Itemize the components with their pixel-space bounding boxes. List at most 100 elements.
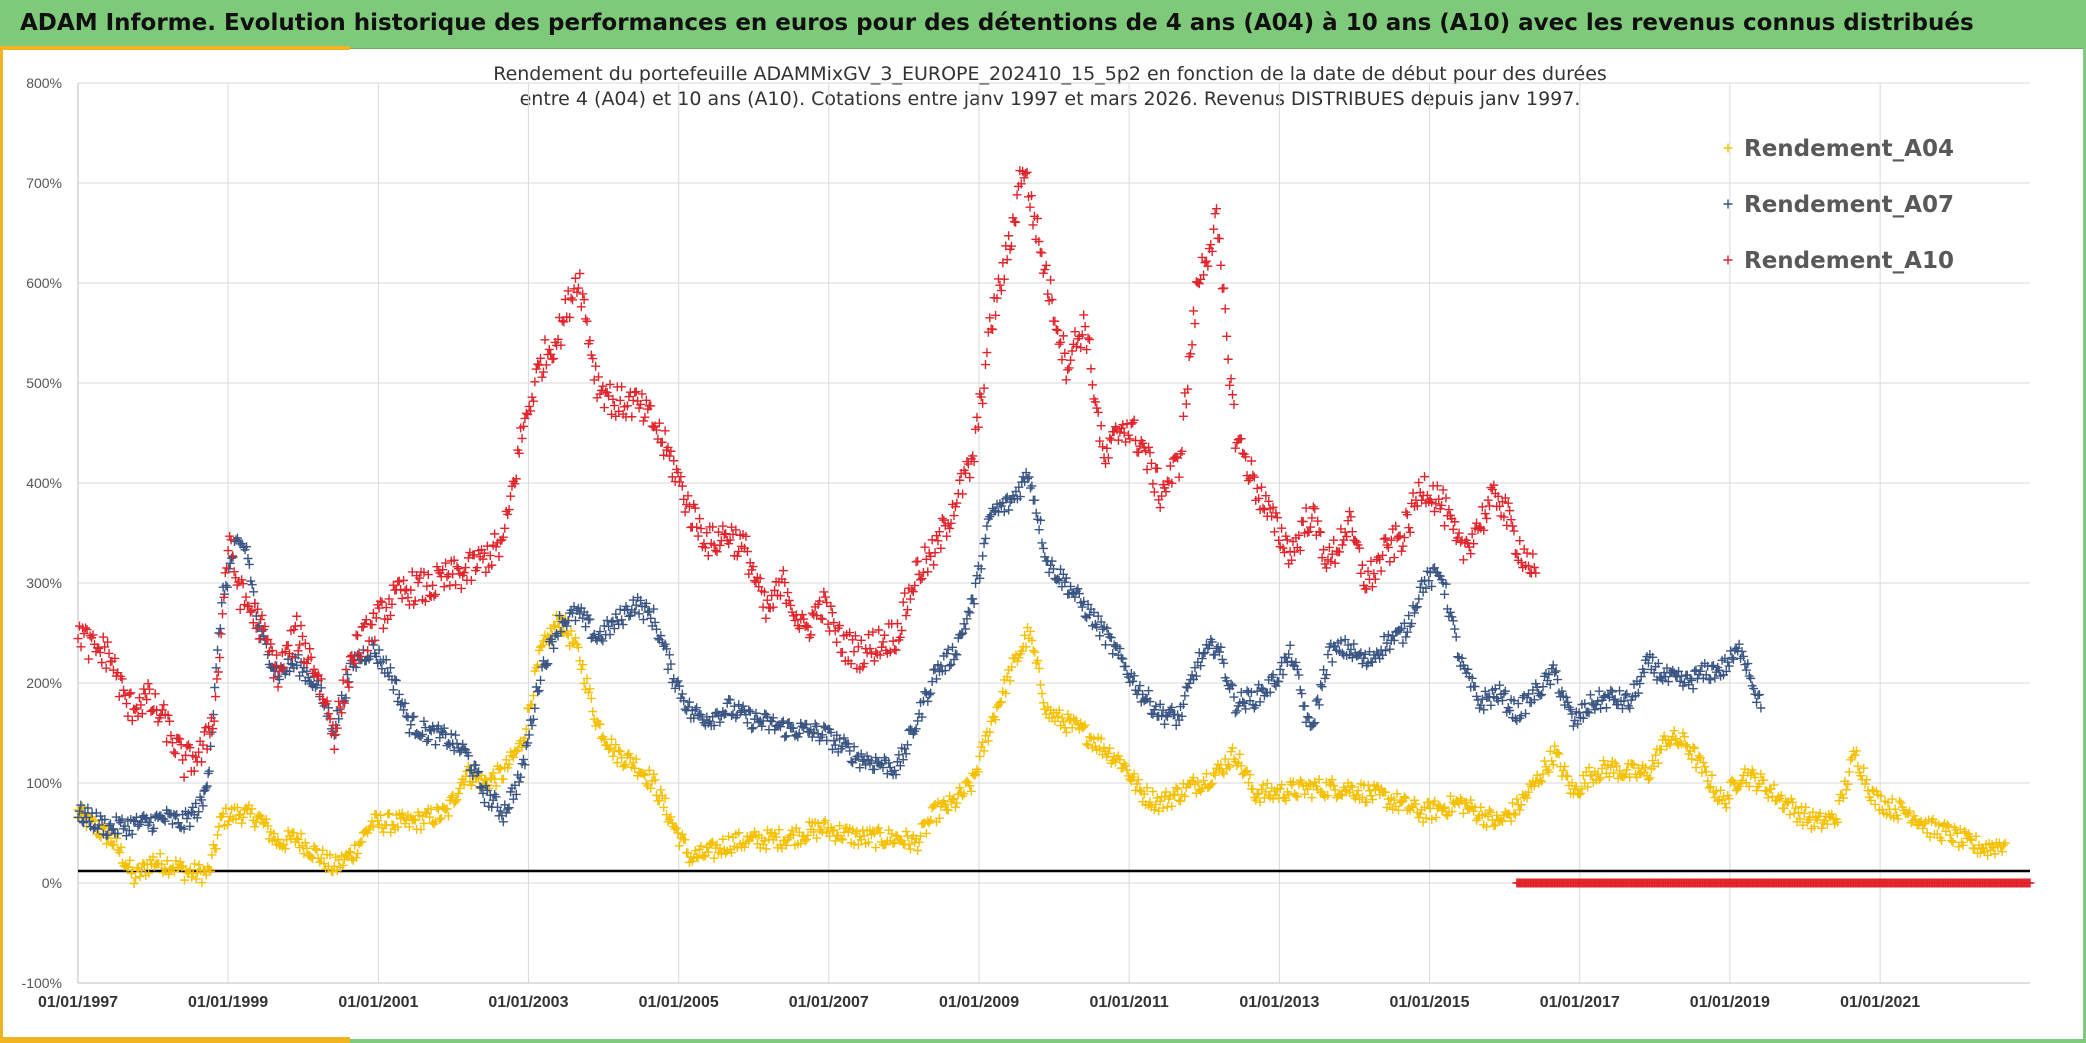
data-point xyxy=(329,744,339,754)
data-point xyxy=(1041,260,1051,270)
data-point xyxy=(1967,835,1977,845)
data-point xyxy=(400,698,410,708)
data-point xyxy=(173,818,183,828)
data-point xyxy=(530,703,540,713)
data-point xyxy=(634,609,644,619)
data-point xyxy=(1001,688,1011,698)
data-point xyxy=(1817,823,1827,833)
data-point xyxy=(1228,390,1238,400)
data-point xyxy=(1132,779,1142,789)
data-point xyxy=(666,812,676,822)
data-point xyxy=(940,800,950,810)
data-point xyxy=(170,811,180,821)
data-point xyxy=(787,825,797,835)
data-point xyxy=(926,688,936,698)
data-point xyxy=(581,314,591,324)
data-point xyxy=(523,738,533,748)
data-point xyxy=(368,822,378,832)
data-point xyxy=(670,683,680,693)
data-point xyxy=(83,803,93,813)
data-point xyxy=(1690,743,1700,753)
data-point xyxy=(1799,808,1809,818)
data-point xyxy=(429,819,439,829)
data-point xyxy=(1656,745,1666,755)
data-point xyxy=(508,794,518,804)
legend-marker xyxy=(1723,143,1733,153)
data-point xyxy=(481,781,491,791)
data-point xyxy=(663,817,673,827)
data-point xyxy=(203,768,213,778)
data-point xyxy=(1641,762,1651,772)
data-point xyxy=(442,804,452,814)
data-point xyxy=(410,815,420,825)
data-point xyxy=(1252,483,1262,493)
data-point xyxy=(999,274,1009,284)
data-point xyxy=(1414,594,1424,604)
data-point xyxy=(1508,798,1518,808)
data-point xyxy=(1484,805,1494,815)
data-point xyxy=(1510,810,1520,820)
data-point xyxy=(215,624,225,634)
data-point xyxy=(599,403,609,413)
data-point xyxy=(615,747,625,757)
data-point xyxy=(1229,692,1239,702)
data-point xyxy=(1482,513,1492,523)
data-point xyxy=(973,767,983,777)
data-point xyxy=(498,817,508,827)
data-point xyxy=(1145,797,1155,807)
data-point xyxy=(191,798,201,808)
data-point xyxy=(1718,792,1728,802)
data-point xyxy=(868,826,878,836)
data-point xyxy=(316,853,326,863)
data-point xyxy=(1080,720,1090,730)
data-point xyxy=(466,765,476,775)
data-point xyxy=(384,808,394,818)
data-point xyxy=(1158,803,1168,813)
data-point xyxy=(1113,435,1123,445)
data-point xyxy=(1486,807,1496,817)
data-point xyxy=(747,832,757,842)
data-point xyxy=(913,556,923,566)
data-point xyxy=(760,836,770,846)
data-point xyxy=(1942,820,1952,830)
data-point xyxy=(1752,786,1762,796)
data-point xyxy=(1155,503,1165,513)
data-point xyxy=(303,673,313,683)
data-point xyxy=(123,711,133,721)
data-point xyxy=(1558,766,1568,776)
data-point xyxy=(734,828,744,838)
data-point xyxy=(1700,762,1710,772)
data-point xyxy=(543,659,553,669)
data-point xyxy=(1210,209,1220,219)
data-point xyxy=(605,630,615,640)
data-point xyxy=(1535,691,1545,701)
data-point xyxy=(1167,801,1177,811)
data-point xyxy=(1528,549,1538,559)
data-point xyxy=(1609,768,1619,778)
data-point xyxy=(544,344,554,354)
data-point xyxy=(1079,722,1089,732)
data-point xyxy=(1199,775,1209,785)
data-point xyxy=(435,815,445,825)
data-point xyxy=(409,711,419,721)
data-point xyxy=(614,745,624,755)
data-point xyxy=(1651,750,1661,760)
data-point xyxy=(399,705,409,715)
data-point xyxy=(684,697,694,707)
data-point xyxy=(1615,766,1625,776)
data-point xyxy=(913,846,923,856)
data-point xyxy=(1782,798,1792,808)
data-point xyxy=(148,852,158,862)
data-point xyxy=(803,830,813,840)
data-point xyxy=(1219,283,1229,293)
data-point xyxy=(1316,680,1326,690)
data-point xyxy=(1245,770,1255,780)
data-point xyxy=(1447,806,1457,816)
data-point xyxy=(1037,689,1047,699)
data-point xyxy=(1870,799,1880,809)
data-point xyxy=(1080,322,1090,332)
data-point xyxy=(73,812,83,822)
legend-item-rendement-a07: Rendement_A07 xyxy=(1723,192,1954,218)
data-point xyxy=(347,854,357,864)
data-point xyxy=(482,785,492,795)
